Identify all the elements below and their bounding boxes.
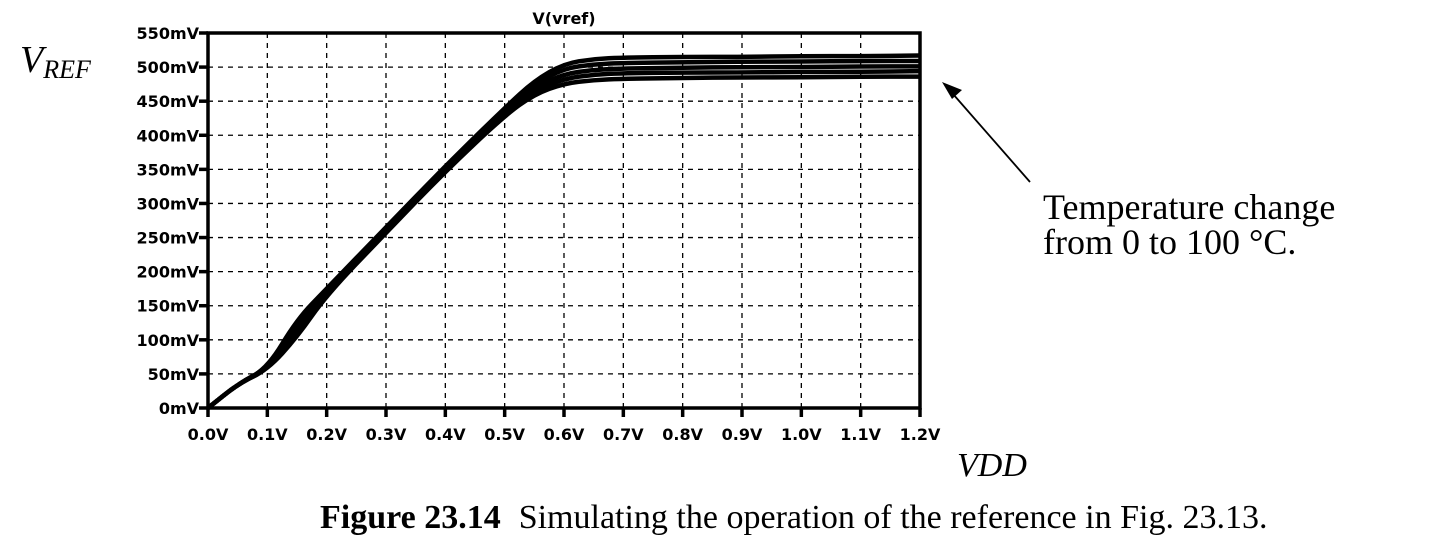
x-tick-label: 0.0V [188, 425, 229, 444]
annotation-arrow [942, 82, 1031, 183]
data-curves [206, 53, 921, 410]
y-tick-label: 250mV [137, 229, 200, 248]
y-tick-label: 350mV [137, 160, 200, 179]
x-axis-label: VDD [957, 447, 1027, 484]
y-tick-label: 300mV [137, 194, 200, 213]
x-tick-label: 0.2V [306, 425, 347, 444]
y-tick-label: 550mV [137, 24, 200, 43]
y-tick-label: 500mV [137, 58, 200, 77]
x-tick-label: 0.6V [544, 425, 585, 444]
caption-text: Simulating the operation of the referenc… [519, 499, 1268, 536]
x-axis-ticks: 0.0V 0.1V 0.2V 0.3V 0.4V 0.5V 0.6V 0.7V 0.8V 0.9V… [188, 408, 941, 444]
y-tick-label: 50mV [148, 365, 200, 384]
x-tick-label: 1.2V [900, 425, 941, 444]
plot-title: V(vref) [532, 9, 595, 28]
y-tick-label: 200mV [137, 263, 200, 282]
x-tick-label: 0.3V [366, 425, 407, 444]
x-tick-label: 0.9V [722, 425, 763, 444]
y-axis-ticks: 0mV 50mV 100mV 150mV 200mV 250mV 300mV 350mV 400… [137, 24, 208, 418]
grid-lines [208, 33, 920, 408]
x-tick-label: 0.1V [247, 425, 288, 444]
y-tick-label: 100mV [137, 331, 200, 350]
x-tick-label: 1.1V [840, 425, 881, 444]
caption-number: Figure 23.14 [320, 499, 501, 536]
y-tick-label: 450mV [137, 92, 200, 111]
annotation-line-2: from 0 to 100 °C. [1043, 222, 1296, 262]
figure-caption: Figure 23.14 Simulating the operation of … [320, 499, 1267, 536]
x-tick-label: 0.8V [662, 425, 703, 444]
curve-series [206, 74, 920, 410]
y-tick-label: 150mV [137, 297, 200, 316]
x-tick-label: 0.7V [603, 425, 644, 444]
x-tick-label: 0.4V [425, 425, 466, 444]
x-tick-label: 0.5V [484, 425, 525, 444]
y-axis-label: VREF [20, 39, 92, 84]
x-tick-label: 1.0V [781, 425, 822, 444]
y-tick-label: 400mV [137, 126, 200, 145]
annotation-line-1: Temperature change [1043, 187, 1335, 227]
plot-frame [206, 31, 922, 410]
y-tick-label: 0mV [159, 399, 200, 418]
